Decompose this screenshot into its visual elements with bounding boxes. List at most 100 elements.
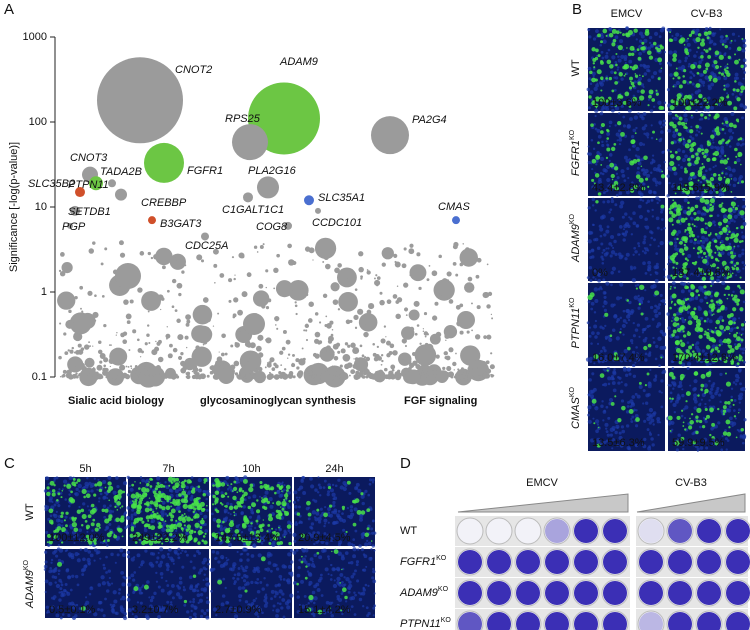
nucleus bbox=[220, 491, 223, 494]
infected-cell bbox=[734, 295, 738, 299]
background-point bbox=[72, 347, 74, 349]
nucleus bbox=[662, 370, 666, 374]
infected-cell bbox=[284, 494, 288, 498]
infected-cell bbox=[612, 29, 617, 34]
infected-cell bbox=[267, 524, 270, 527]
background-point bbox=[325, 351, 327, 353]
background-point bbox=[414, 364, 415, 365]
nucleus bbox=[84, 548, 88, 552]
infected-cell bbox=[170, 519, 173, 522]
nucleus bbox=[302, 476, 305, 479]
nucleus bbox=[614, 61, 617, 64]
background-point bbox=[99, 361, 102, 364]
background-point bbox=[444, 325, 457, 338]
infected-cell bbox=[741, 323, 744, 326]
nucleus bbox=[56, 584, 60, 588]
point-label: CDC25A bbox=[185, 240, 228, 252]
nucleus bbox=[617, 233, 620, 236]
nucleus bbox=[693, 241, 696, 244]
nucleus bbox=[347, 507, 349, 509]
nucleus bbox=[684, 198, 688, 202]
infected-cell bbox=[736, 262, 739, 265]
nucleus bbox=[656, 325, 659, 328]
nucleus bbox=[198, 571, 201, 574]
nucleus bbox=[646, 69, 649, 72]
infected-cell bbox=[724, 329, 726, 331]
background-point bbox=[213, 326, 214, 327]
background-point bbox=[150, 374, 153, 377]
infected-cell bbox=[347, 481, 351, 485]
nucleus bbox=[328, 514, 331, 517]
infected-cell bbox=[105, 487, 107, 489]
infected-cell bbox=[236, 501, 240, 505]
nucleus bbox=[68, 505, 71, 508]
background-point bbox=[217, 313, 219, 315]
infected-cell bbox=[239, 489, 242, 492]
infected-cell bbox=[199, 526, 202, 529]
infected-cell bbox=[682, 80, 686, 84]
point-label: COG8 bbox=[256, 221, 288, 233]
nucleus bbox=[596, 406, 598, 408]
nucleus bbox=[49, 567, 52, 570]
background-point bbox=[253, 290, 269, 306]
nucleus bbox=[687, 43, 691, 47]
background-point bbox=[472, 367, 475, 370]
nucleus bbox=[652, 318, 655, 321]
nucleus bbox=[60, 591, 63, 594]
background-point bbox=[477, 367, 482, 372]
nucleus bbox=[738, 396, 742, 400]
nucleus bbox=[735, 379, 739, 383]
infected-cell bbox=[736, 336, 741, 341]
background-point bbox=[246, 374, 252, 380]
nucleus bbox=[109, 577, 111, 579]
nucleus bbox=[208, 558, 210, 560]
nucleus bbox=[653, 378, 657, 382]
background-point bbox=[167, 326, 168, 327]
nucleus bbox=[58, 573, 60, 575]
nucleus bbox=[624, 257, 627, 260]
nucleus bbox=[70, 589, 73, 592]
nucleus bbox=[77, 558, 81, 562]
infected-cell bbox=[731, 294, 734, 297]
nucleus bbox=[679, 381, 682, 384]
background-point bbox=[152, 373, 156, 377]
infected-cell bbox=[721, 208, 726, 213]
nucleus bbox=[660, 28, 664, 32]
background-point bbox=[98, 341, 101, 344]
background-point bbox=[305, 324, 309, 328]
infected-cell bbox=[728, 139, 731, 142]
infected-cell bbox=[687, 207, 689, 209]
nucleus bbox=[51, 559, 53, 561]
nucleus bbox=[230, 503, 233, 506]
infected-cell bbox=[152, 511, 154, 513]
background-point bbox=[449, 299, 454, 304]
infected-cell bbox=[741, 359, 743, 361]
background-point bbox=[155, 341, 156, 342]
point bbox=[243, 192, 253, 202]
point-label: CNOT3 bbox=[70, 152, 108, 164]
infected-cell bbox=[696, 408, 701, 413]
infected-cell bbox=[690, 33, 692, 35]
background-point bbox=[88, 341, 90, 343]
infected-cell bbox=[682, 253, 685, 256]
nucleus bbox=[198, 478, 202, 482]
infected-cell bbox=[203, 478, 207, 482]
column-header: 7h bbox=[162, 463, 174, 475]
nucleus bbox=[726, 448, 728, 450]
infected-cell bbox=[722, 128, 725, 131]
background-point bbox=[352, 364, 357, 369]
nucleus bbox=[310, 484, 314, 488]
background-point bbox=[365, 322, 367, 324]
nucleus bbox=[630, 267, 633, 270]
background-point bbox=[198, 368, 202, 372]
nucleus bbox=[613, 240, 616, 243]
nucleus bbox=[65, 583, 68, 586]
nucleus bbox=[605, 281, 609, 285]
nucleus bbox=[643, 339, 647, 343]
row-label: FGFR1KO bbox=[569, 129, 582, 176]
infected-cell bbox=[607, 60, 612, 65]
nucleus bbox=[590, 82, 593, 85]
infected-cell bbox=[271, 528, 273, 530]
background-point bbox=[239, 372, 240, 373]
infected-cell bbox=[194, 523, 199, 528]
